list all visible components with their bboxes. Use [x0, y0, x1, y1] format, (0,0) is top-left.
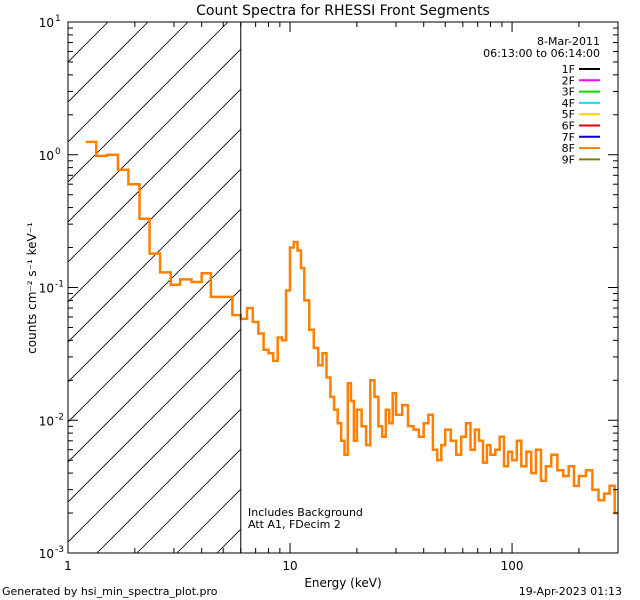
- legend-label: 1F: [562, 63, 575, 76]
- y-tick-exponent: 1: [55, 14, 61, 24]
- hatched-region: [68, 22, 241, 553]
- hatch-line: [68, 168, 241, 343]
- date-label: 8-Mar-2011: [537, 35, 600, 48]
- legend-label: 2F: [562, 74, 575, 87]
- y-tick-label: 10: [39, 547, 54, 561]
- hatch-line: [68, 208, 241, 383]
- series-8F: [85, 140, 618, 515]
- chart-title: Count Spectra for RHESSI Front Segments: [196, 3, 490, 19]
- y-tick-label: 10: [39, 149, 54, 163]
- hatch-line: [68, 22, 229, 183]
- annotation-attenuator: Att A1, FDecim 2: [248, 518, 341, 531]
- y-tick-exponent: 0: [55, 147, 61, 157]
- legend-label: 7F: [562, 131, 575, 144]
- time-range-label: 06:13:00 to 06:14:00: [483, 47, 600, 60]
- hatch-line: [136, 448, 241, 553]
- y-tick-label: 10: [39, 282, 54, 296]
- footer-generated-by: Generated by hsi_min_spectra_plot.pro: [2, 585, 218, 598]
- hatch-line: [68, 22, 109, 63]
- legend-label: 4F: [562, 97, 575, 110]
- hatch-line: [68, 128, 241, 303]
- hatch-line: [68, 88, 241, 263]
- legend-label: 9F: [562, 153, 575, 166]
- y-tick-exponent: -2: [55, 412, 64, 422]
- hatch-line: [96, 408, 241, 553]
- y-tick-label: 10: [39, 414, 54, 428]
- annotation-background: Includes Background: [248, 506, 363, 519]
- legend-label: 5F: [562, 108, 575, 121]
- x-tick-label: 1: [64, 559, 72, 573]
- y-axis-label: counts cm⁻² s⁻¹ keV⁻¹: [25, 222, 39, 354]
- x-axis-label: Energy (keV): [304, 576, 381, 590]
- y-tick-exponent: -3: [55, 545, 64, 555]
- x-tick-label: 100: [501, 559, 524, 573]
- hatch-line: [68, 48, 241, 223]
- hatch-line: [68, 328, 241, 503]
- hatch-line: [216, 528, 241, 553]
- axis-ticks: [67, 21, 619, 554]
- series-layer: [85, 140, 618, 515]
- y-tick-exponent: -1: [55, 280, 64, 290]
- legend-label: 6F: [562, 120, 575, 133]
- hatch-line: [68, 248, 241, 423]
- x-tick-label: 10: [282, 559, 297, 573]
- y-tick-label: 10: [39, 16, 54, 30]
- hatch-line: [68, 368, 241, 543]
- legend-label: 8F: [562, 142, 575, 155]
- hatch-line: [68, 22, 189, 143]
- legend-label: 3F: [562, 86, 575, 99]
- footer-timestamp: 19-Apr-2023 01:13: [519, 585, 622, 598]
